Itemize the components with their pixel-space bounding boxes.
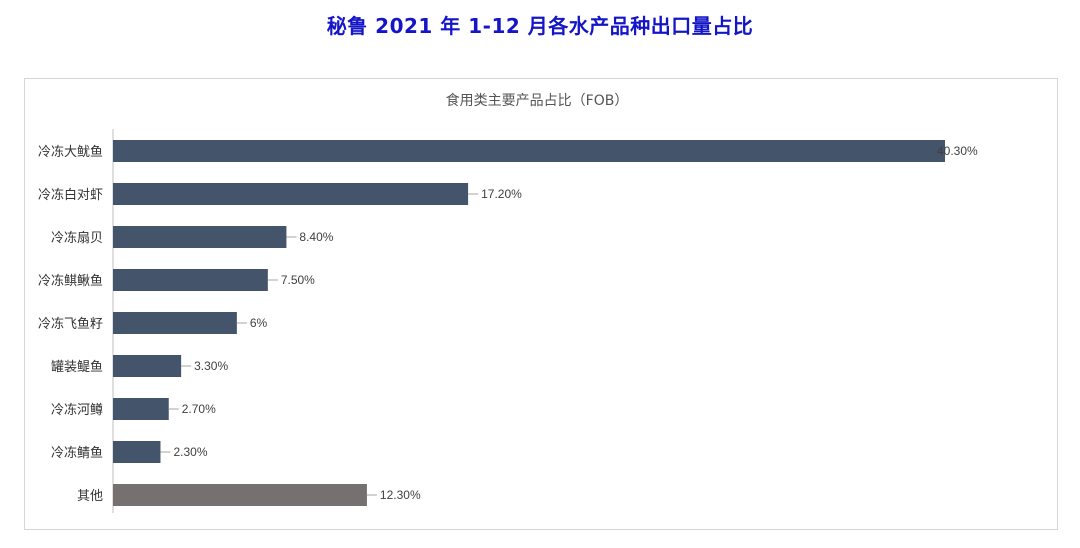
data-label: 12.30% (380, 488, 421, 502)
chart-title: 食用类主要产品占比（FOB） (446, 92, 629, 109)
category-label: 冷冻白对虾 (38, 187, 103, 203)
data-label: 17.20% (481, 187, 522, 201)
bar-chart: 食用类主要产品占比（FOB） 冷冻大鱿鱼 40.30% 冷冻白对虾 17.20% 冷冻扇… (38, 92, 978, 513)
bar (113, 183, 469, 205)
bar (113, 355, 182, 377)
category-label: 冷冻飞鱼籽 (38, 316, 103, 332)
bar (113, 441, 161, 463)
category-label: 冷冻大鱿鱼 (38, 144, 103, 160)
bar (113, 398, 169, 420)
category-label: 冷冻扇贝 (51, 230, 103, 246)
data-label: 2.30% (173, 445, 207, 459)
bar (113, 226, 287, 248)
data-label: 40.30% (937, 144, 978, 158)
data-label: 6% (250, 316, 268, 330)
bar (113, 140, 945, 162)
chart-frame: 食用类主要产品占比（FOB） 冷冻大鱿鱼 40.30% 冷冻白对虾 17.20% 冷冻扇… (24, 78, 1058, 530)
bar (113, 484, 367, 506)
category-label: 冷冻鲭鱼 (51, 445, 103, 461)
data-label: 3.30% (194, 359, 228, 373)
data-label: 8.40% (299, 230, 333, 244)
category-label: 冷冻鲯鳅鱼 (38, 273, 103, 289)
bar (113, 269, 268, 291)
data-label: 7.50% (281, 273, 315, 287)
bars-group: 冷冻大鱿鱼 40.30% 冷冻白对虾 17.20% 冷冻扇贝 8.40% 冷冻鲯鳅鱼 7.50… (38, 140, 978, 506)
category-label: 其他 (77, 489, 103, 504)
category-label: 罐装鳀鱼 (51, 359, 103, 375)
page-title: 秘鲁 2021 年 1-12 月各水产品种出口量占比 (326, 14, 754, 38)
data-label: 2.70% (182, 402, 216, 416)
bar (113, 312, 237, 334)
category-label: 冷冻河鳟 (51, 402, 103, 418)
